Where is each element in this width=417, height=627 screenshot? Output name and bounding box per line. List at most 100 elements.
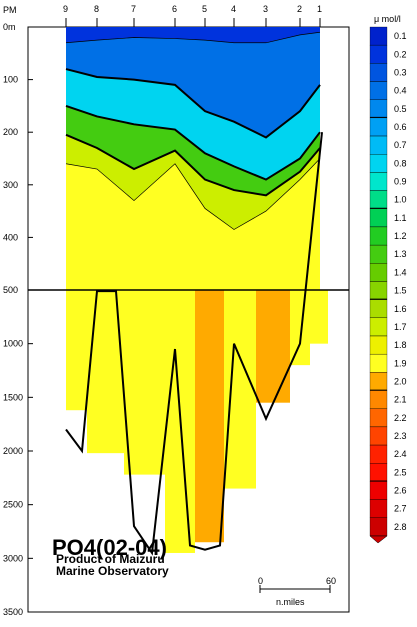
legend-arrow-icon	[369, 535, 388, 544]
legend-swatch-2.4	[369, 444, 388, 464]
legend-swatch-1.2	[369, 226, 388, 246]
band-1	[66, 32, 320, 138]
contour-1.8	[65, 158, 321, 230]
legend-label-2.8: 2.8	[394, 522, 407, 532]
legend-label-1.9: 1.9	[394, 358, 407, 368]
legend-label-2.5: 2.5	[394, 467, 407, 477]
contour-0.3	[65, 31, 321, 44]
band-2	[66, 69, 320, 180]
legend-swatch-2.7	[369, 499, 388, 518]
legend-swatch-2.2	[369, 408, 388, 428]
lower-tick-label-4: 3000	[3, 553, 23, 563]
lower-column-7	[124, 290, 165, 475]
lower-tick-label-1: 1500	[3, 392, 23, 402]
legend-swatch-1.8	[369, 335, 388, 355]
legend-swatch-1.4	[369, 263, 388, 282]
lower-tick-label-5: 3500	[3, 607, 23, 617]
seabed-line	[65, 132, 323, 556]
legend-label-2.3: 2.3	[394, 431, 407, 441]
upper-tick-label-0: 0m	[3, 22, 16, 32]
lower-column-4	[224, 290, 256, 489]
legend-swatch-0.1	[369, 26, 388, 46]
contour-0.5	[65, 68, 321, 139]
legend-swatch-0.2	[369, 45, 388, 64]
lower-column-1	[310, 290, 328, 344]
contour-1.5	[65, 133, 321, 197]
legend-label-0.7: 0.7	[394, 140, 407, 150]
legend-label-2.2: 2.2	[394, 413, 407, 423]
chart-subtitle-line-1: Product of Maizuru	[56, 552, 165, 566]
legend-label-1.5: 1.5	[394, 286, 407, 296]
band-4	[66, 134, 320, 230]
lower-tick-label-2: 2000	[3, 446, 23, 456]
legend-label-2.7: 2.7	[394, 504, 407, 514]
legend-swatch-2.3	[369, 426, 388, 446]
legend-label-0.2: 0.2	[394, 49, 407, 59]
upper-tick-label-2: 200	[3, 127, 18, 137]
legend-label-1.1: 1.1	[394, 213, 407, 223]
lower-column-5	[195, 290, 224, 543]
legend-unit-label: μ mol/l	[374, 14, 401, 24]
legend-label-1.4: 1.4	[394, 267, 407, 277]
legend-label-2.1: 2.1	[394, 395, 407, 405]
legend-label-1.6: 1.6	[394, 304, 407, 314]
legend-swatch-1.9	[369, 354, 388, 373]
legend-swatch-0.6	[369, 117, 388, 137]
legend-swatch-2.5	[369, 463, 388, 482]
legend-swatch-0.4	[369, 81, 388, 100]
legend-label-0.3: 0.3	[394, 67, 407, 77]
scale-bar-unit: n.miles	[276, 597, 305, 607]
station-label-4: 4	[231, 4, 236, 14]
lower-column-2	[290, 290, 310, 366]
legend-label-0.6: 0.6	[394, 122, 407, 132]
legend-swatch-0.9	[369, 172, 388, 191]
legend-swatch-1	[369, 190, 388, 209]
legend-label-1.3: 1.3	[394, 249, 407, 259]
legend-swatch-1.7	[369, 317, 388, 337]
upper-tick-label-4: 400	[3, 232, 18, 242]
station-label-7: 7	[131, 4, 136, 14]
legend-label-0.8: 0.8	[394, 158, 407, 168]
station-label-9: 9	[63, 4, 68, 14]
top-axis-label: PM	[3, 5, 17, 15]
legend-swatch-1.5	[369, 281, 388, 300]
legend-swatch-1.6	[369, 299, 388, 319]
legend-label-0.4: 0.4	[394, 86, 407, 96]
legend-swatch-2.6	[369, 481, 388, 500]
lower-tick-label-0: 1000	[3, 339, 23, 349]
upper-tick-label-3: 300	[3, 180, 18, 190]
legend-swatch-1.3	[369, 244, 388, 264]
lower-column-3	[256, 290, 290, 403]
chart-subtitle-line-2: Marine Observatory	[56, 564, 169, 578]
station-label-3: 3	[263, 4, 268, 14]
legend-swatch-0.3	[369, 63, 388, 82]
legend-swatch-1.1	[369, 208, 388, 228]
band-0	[66, 27, 320, 43]
lower-tick-label-3: 2500	[3, 500, 23, 510]
legend-swatch-0.7	[369, 135, 388, 155]
band-5	[66, 158, 320, 290]
legend-swatch-2.1	[369, 390, 388, 409]
legend-label-1.2: 1.2	[394, 231, 407, 241]
station-label-1: 1	[317, 4, 322, 14]
legend-label-2.6: 2.6	[394, 486, 407, 496]
legend-label-0.5: 0.5	[394, 104, 407, 114]
legend-label-1.8: 1.8	[394, 340, 407, 350]
chart-title: PO4(02-04)	[52, 535, 167, 560]
legend-label-1.7: 1.7	[394, 322, 407, 332]
station-label-8: 8	[94, 4, 99, 14]
legend-swatch-0.8	[369, 154, 388, 173]
legend-label-0.9: 0.9	[394, 177, 407, 187]
legend-swatch-2.8	[369, 517, 388, 537]
legend-swatch-0.5	[369, 99, 388, 119]
upper-tick-label-5: 500	[3, 285, 18, 295]
contour-1	[65, 104, 321, 181]
station-label-6: 6	[172, 4, 177, 14]
legend-label-1: 1.0	[394, 195, 407, 205]
scale-bar-end: 60	[326, 576, 336, 586]
legend-label-0.1: 0.1	[394, 31, 407, 41]
legend-label-2: 2.0	[394, 376, 407, 386]
station-label-5: 5	[202, 4, 207, 14]
